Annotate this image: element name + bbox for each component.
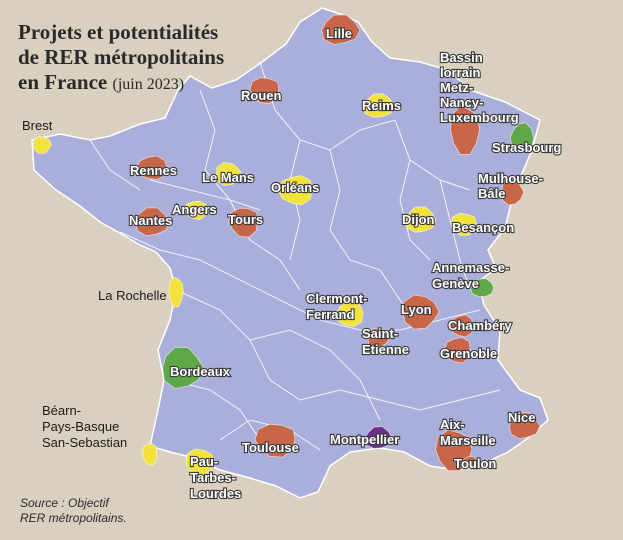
metro-areas [32, 14, 541, 476]
department-boundary [89, 139, 141, 191]
area-sainteti [367, 328, 391, 348]
area-toulouse [254, 423, 296, 458]
title-line-3: en France (juin 2023) [18, 70, 268, 97]
area-chambery [449, 314, 474, 338]
area-lille [321, 14, 361, 45]
area-clermont [335, 300, 364, 327]
label-lille: Lille [326, 26, 352, 41]
department-boundary [394, 119, 471, 191]
label-bordeaux: Bordeaux [170, 364, 231, 379]
area-bordeaux [162, 346, 205, 390]
label-pau: Tarbes- [190, 470, 236, 485]
area-bearn [141, 443, 158, 466]
label-annemasse: Annemasse- [432, 260, 509, 275]
label-clermont: Clermont- [306, 291, 367, 306]
department-boundary [249, 329, 381, 421]
area-metz [449, 105, 480, 155]
area-lyon [402, 294, 440, 330]
label-aixmarseille: Aix- [440, 417, 465, 432]
label-clermont: Ferrand [306, 307, 354, 322]
label-annemasse: Genève [432, 276, 479, 291]
area-angers [183, 200, 207, 220]
label-orleans: Orléans [271, 180, 319, 195]
label-toulon: Toulon [454, 456, 496, 471]
label-bearn: San-Sebastian [42, 435, 127, 450]
area-dijon [404, 206, 437, 233]
area-reims [362, 93, 395, 118]
area-montpellier [364, 426, 393, 449]
label-pau: Lourdes [190, 486, 241, 501]
department-boundary [299, 389, 501, 411]
label-toulouse: Toulouse [242, 440, 299, 455]
area-nantes [135, 207, 171, 237]
title-line-2: de RER métropolitains [18, 45, 225, 69]
label-reims: Reims [362, 98, 401, 113]
area-pau [185, 448, 216, 476]
city-labels: LilleRouenReimsBassinlorrainMetz-Nancy-L… [22, 25, 563, 502]
label-aixmarseille: Marseille [440, 433, 496, 448]
area-rennes [135, 155, 168, 181]
label-sainteti: Etienne [362, 342, 409, 357]
label-pau: Pau- [190, 454, 218, 469]
label-metz: lorrain [440, 65, 481, 80]
department-boundary [259, 61, 396, 151]
map-title: Projets et potentialités de RER métropol… [18, 20, 268, 97]
area-grenoble [443, 337, 471, 364]
label-strasbourg: Strasbourg [492, 140, 561, 155]
label-metz: Metz- [440, 80, 473, 95]
label-metz: Nancy- [440, 95, 483, 110]
label-grenoble: Grenoble [440, 346, 497, 361]
label-besancon: Besançon [452, 220, 514, 235]
area-toulon [461, 455, 479, 468]
label-rennes: Rennes [130, 163, 177, 178]
area-tours [228, 207, 258, 238]
label-metz: Luxembourg [440, 110, 519, 125]
label-brest: Brest [22, 118, 53, 133]
label-lyon: Lyon [401, 302, 432, 317]
label-montpellier: Montpellier [330, 432, 399, 447]
label-nice: Nice [508, 410, 535, 425]
label-larochelle: La Rochelle [98, 288, 167, 303]
title-date-note: (juin 2023) [112, 76, 185, 93]
source-note: Source : Objectif RER métropolitains. [20, 496, 180, 526]
department-boundary [199, 89, 261, 211]
label-nantes: Nantes [129, 213, 172, 228]
area-orleans [277, 175, 313, 206]
area-rouen [249, 77, 280, 104]
label-bearn: Pays-Basque [42, 419, 119, 434]
label-mulhouse: Mulhouse- [478, 171, 543, 186]
area-mulhouse [501, 178, 525, 206]
area-brest [32, 136, 52, 154]
source-line-1: Source : Objectif [20, 496, 109, 510]
label-metz: Bassin [440, 50, 483, 65]
label-dijon: Dijon [402, 212, 435, 227]
area-strasbourg [509, 122, 535, 153]
department-boundary [329, 149, 381, 271]
source-line-2: RER métropolitains. [20, 511, 127, 525]
label-lemans: Le Mans [202, 170, 254, 185]
title-line-1: Projets et potentialités [18, 20, 219, 44]
label-sainteti: Saint- [362, 326, 398, 341]
department-boundary [119, 231, 321, 321]
department-boundary [319, 309, 481, 331]
label-angers: Angers [172, 202, 217, 217]
department-boundary [439, 179, 471, 291]
area-larochelle [168, 276, 184, 308]
label-chambery: Chambéry [448, 318, 512, 333]
label-rouen: Rouen [241, 88, 282, 103]
area-besancon [450, 212, 477, 236]
label-tours: Tours [228, 212, 263, 227]
title-line-3-text: en France [18, 70, 108, 94]
area-lemans [215, 162, 243, 186]
label-mulhouse: Bâle [478, 186, 505, 201]
label-bearn: Béarn- [42, 403, 81, 418]
area-annemasse [469, 278, 495, 298]
area-nice [508, 412, 541, 440]
